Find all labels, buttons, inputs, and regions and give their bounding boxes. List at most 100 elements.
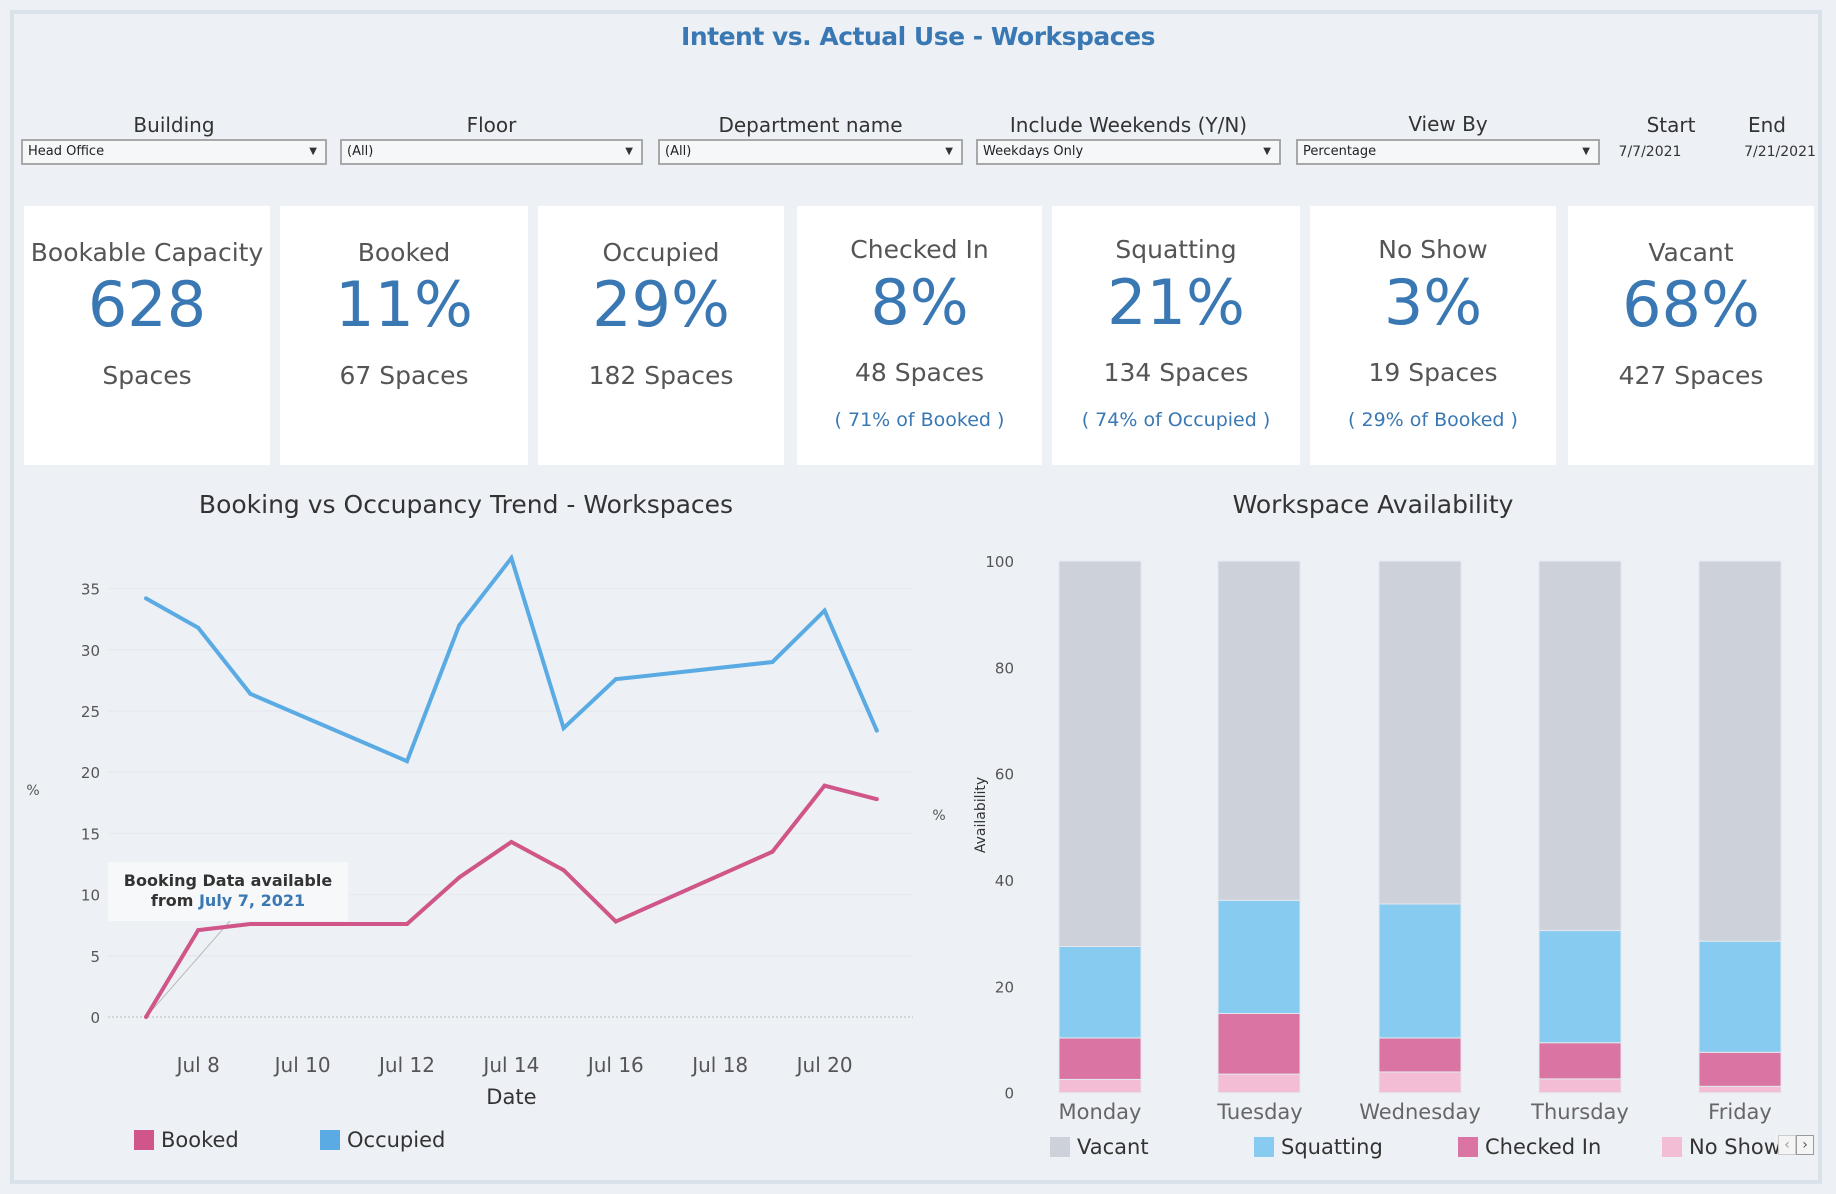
annotation-leader-line bbox=[145, 920, 231, 1018]
legend-next-icon[interactable]: › bbox=[1796, 1135, 1814, 1155]
data-point-booked bbox=[405, 921, 409, 926]
kpi-percent-of: ( 71% of Booked ) bbox=[834, 409, 1005, 431]
bar-segment-friday-squatting bbox=[1698, 940, 1782, 1053]
weekends-dropdown-value: Weekdays Only bbox=[983, 144, 1084, 159]
kpi-percent-of: ( 74% of Occupied ) bbox=[1081, 409, 1271, 431]
view-by-dropdown-value: Percentage bbox=[1303, 144, 1377, 159]
y-tick-label: 100 bbox=[985, 553, 1014, 571]
y-tick-label: 20 bbox=[81, 764, 100, 782]
data-point-booked bbox=[509, 839, 514, 844]
trend-chart-title: Booking vs Occupancy Trend - Workspaces bbox=[198, 490, 734, 519]
kpi-value: 21% bbox=[1107, 266, 1245, 339]
kpi-value: 628 bbox=[87, 268, 207, 341]
kpi-spaces: 134 Spaces bbox=[1103, 358, 1249, 387]
y-tick-label: 15 bbox=[81, 825, 100, 843]
kpi-spaces: 19 Spaces bbox=[1368, 358, 1498, 387]
y-tick-label: 0 bbox=[1004, 1085, 1014, 1103]
data-point-booked bbox=[613, 919, 618, 924]
y-tick-label: 80 bbox=[995, 659, 1014, 677]
building-dropdown-value: Head Office bbox=[28, 144, 105, 159]
dropdown-arrow-icon: ▼ bbox=[945, 146, 953, 157]
floor-dropdown-value: (All) bbox=[347, 144, 374, 159]
bar-segment-friday-checked-in bbox=[1698, 1051, 1782, 1087]
x-tick-label: Jul 14 bbox=[481, 1053, 539, 1077]
filter-label-floor: Floor bbox=[466, 113, 517, 137]
bar-segment-monday-checked-in bbox=[1058, 1037, 1142, 1080]
legend-swatch-squatting bbox=[1254, 1137, 1274, 1157]
y-axis-label: Availability bbox=[973, 777, 989, 853]
legend-item-occupied[interactable]: Occupied bbox=[320, 1128, 445, 1152]
kpi-card-squatting: Squatting 21% 134 Spaces ( 74% of Occupi… bbox=[1052, 206, 1300, 465]
bar-segment-tuesday-squatting bbox=[1217, 899, 1301, 1014]
legend-item-squatting[interactable]: Squatting bbox=[1254, 1135, 1383, 1159]
x-label-thursday: Thursday bbox=[1531, 1100, 1629, 1124]
view-by-dropdown[interactable]: Percentage ▼ bbox=[1296, 139, 1600, 165]
data-point-occupied bbox=[874, 728, 879, 733]
bar-segment-friday-no-show bbox=[1698, 1085, 1782, 1094]
start-date-label: Start bbox=[1646, 113, 1696, 137]
data-point-booked bbox=[144, 1015, 148, 1019]
kpi-value: 8% bbox=[870, 266, 969, 339]
legend-swatch-occupied bbox=[320, 1130, 340, 1150]
y-axis-unit: % bbox=[932, 808, 945, 824]
legend-label: Vacant bbox=[1077, 1135, 1149, 1159]
bar-segment-thursday-checked-in bbox=[1538, 1042, 1622, 1080]
data-point-occupied bbox=[248, 691, 253, 696]
legend-prev-icon[interactable]: ‹ bbox=[1778, 1135, 1796, 1155]
building-dropdown[interactable]: Head Office ▼ bbox=[21, 139, 327, 165]
x-label-monday: Monday bbox=[1058, 1100, 1142, 1124]
data-point-booked bbox=[196, 928, 201, 933]
legend-pager: ‹ › bbox=[1778, 1135, 1814, 1155]
y-tick-label: 60 bbox=[995, 766, 1014, 784]
floor-dropdown[interactable]: (All) ▼ bbox=[340, 139, 643, 165]
x-tick-label: Jul 8 bbox=[175, 1053, 220, 1077]
bar-segment-monday-no-show bbox=[1058, 1078, 1142, 1094]
bar-segment-tuesday-vacant bbox=[1217, 560, 1301, 901]
legend-label: Checked In bbox=[1485, 1135, 1602, 1159]
bar-segment-thursday-vacant bbox=[1538, 560, 1622, 932]
data-point-occupied bbox=[457, 623, 462, 628]
filter-label-view-by: View By bbox=[1408, 112, 1488, 136]
y-tick-label: 40 bbox=[995, 872, 1014, 890]
data-point-occupied bbox=[770, 660, 775, 665]
end-date-value[interactable]: 7/21/2021 bbox=[1744, 144, 1816, 160]
x-label-friday: Friday bbox=[1708, 1100, 1772, 1124]
kpi-value: 29% bbox=[592, 268, 730, 341]
filter-label-department: Department name bbox=[718, 113, 903, 137]
booking-data-annotation: Booking Data available from July 7, 2021 bbox=[108, 862, 348, 921]
legend-item-no-show[interactable]: No Show bbox=[1662, 1135, 1781, 1159]
kpi-title: No Show bbox=[1378, 235, 1488, 264]
data-point-occupied bbox=[405, 759, 409, 764]
data-point-booked bbox=[770, 849, 775, 854]
kpi-title: Booked bbox=[357, 238, 451, 267]
data-point-booked bbox=[248, 921, 253, 926]
department-dropdown[interactable]: (All) ▼ bbox=[658, 139, 963, 165]
kpi-value: 11% bbox=[335, 268, 473, 341]
y-tick-label: 10 bbox=[81, 887, 100, 905]
x-tick-label: Jul 16 bbox=[586, 1053, 644, 1077]
kpi-title: Bookable Capacity bbox=[30, 238, 264, 267]
legend-item-checked-in[interactable]: Checked In bbox=[1458, 1135, 1601, 1159]
kpi-spaces: 48 Spaces bbox=[855, 358, 984, 387]
start-date-value[interactable]: 7/7/2021 bbox=[1618, 144, 1682, 160]
bar-segment-wednesday-vacant bbox=[1378, 560, 1462, 905]
y-tick-label: 35 bbox=[81, 581, 100, 599]
availability-chart-title: Workspace Availability bbox=[1232, 490, 1514, 519]
y-tick-label: 20 bbox=[995, 978, 1014, 996]
bar-segment-friday-vacant bbox=[1698, 560, 1782, 942]
kpi-spaces: 67 Spaces bbox=[339, 361, 469, 390]
kpi-title: Vacant bbox=[1648, 238, 1734, 267]
x-tick-label: Jul 12 bbox=[377, 1053, 435, 1077]
legend-swatch-checked-in bbox=[1458, 1137, 1478, 1157]
x-tick-label: Jul 10 bbox=[273, 1053, 331, 1077]
weekends-dropdown[interactable]: Weekdays Only ▼ bbox=[976, 139, 1281, 165]
bar-segment-tuesday-no-show bbox=[1217, 1073, 1301, 1094]
legend-label: Occupied bbox=[347, 1128, 446, 1152]
bar-segment-thursday-no-show bbox=[1538, 1078, 1622, 1094]
annotation-line2: from July 7, 2021 bbox=[108, 891, 348, 911]
legend-item-booked[interactable]: Booked bbox=[134, 1128, 239, 1152]
x-label-wednesday: Wednesday bbox=[1359, 1100, 1481, 1124]
end-date-label: End bbox=[1747, 113, 1786, 137]
legend-item-vacant[interactable]: Vacant bbox=[1050, 1135, 1149, 1159]
